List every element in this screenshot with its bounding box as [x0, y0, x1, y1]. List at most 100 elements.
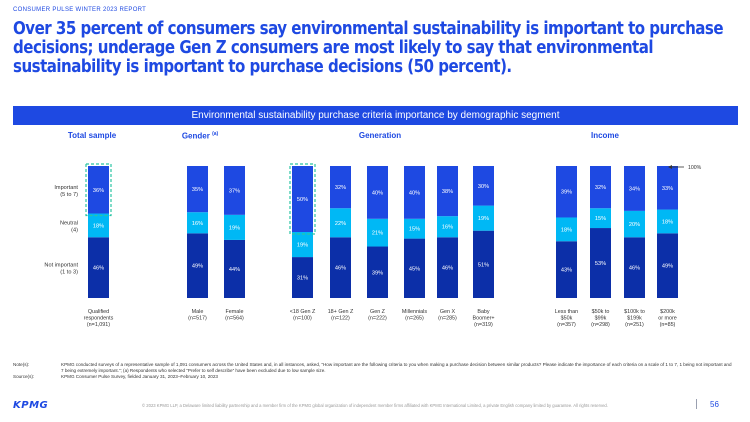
data-label-not-important: 46%	[442, 266, 453, 272]
category-label: $200k	[660, 309, 675, 315]
category-label: Male	[192, 309, 204, 315]
category-label: Female	[226, 309, 244, 315]
bar-not-important	[88, 237, 109, 298]
notes-section: Note(s): KPMG conducted surveys of a rep…	[13, 362, 733, 381]
bar-important	[437, 166, 458, 217]
data-label-important: 35%	[192, 187, 203, 193]
data-label-not-important: 49%	[662, 264, 673, 270]
category-label: 18+ Gen Z	[328, 309, 354, 315]
data-label-not-important: 31%	[297, 276, 308, 282]
data-label-important: 36%	[93, 188, 104, 194]
bar-neutral	[404, 218, 425, 239]
bar-important	[473, 166, 494, 206]
data-label-not-important: 39%	[372, 270, 383, 276]
category-label: (n=357)	[557, 322, 576, 328]
page-number: 56	[710, 400, 719, 409]
chart-banner: Environmental sustainability purchase cr…	[13, 106, 738, 125]
category-label: or more	[658, 316, 677, 322]
category-label: (n=1,091)	[87, 322, 110, 328]
source-text: KPMG Consumer Pulse Survey, fielded Janu…	[61, 374, 218, 380]
report-eyebrow: CONSUMER PULSE WINTER 2023 REPORT	[13, 7, 147, 13]
category-label: (n=100)	[293, 316, 312, 322]
category-label: Qualified	[88, 309, 109, 315]
data-label-neutral: 15%	[595, 216, 606, 222]
group-title-generation: Generation	[358, 131, 402, 140]
bar-not-important	[292, 257, 313, 298]
bar-not-important	[404, 238, 425, 298]
notes-text: KPMG conducted surveys of a representati…	[61, 362, 732, 374]
data-label-important: 32%	[335, 185, 346, 191]
category-label: <18 Gen Z	[290, 309, 316, 315]
row-labels: Important(5 to 7) Neutral(4) Not important…	[44, 185, 78, 276]
bar-important	[624, 166, 645, 211]
category-label: (n=222)	[368, 316, 387, 322]
category-label: respondents	[84, 316, 114, 322]
category-label: (n=298)	[591, 322, 610, 328]
kpmg-logo: KPMG	[13, 400, 49, 411]
category-label: $100k to	[624, 309, 645, 315]
stacked-bar-chart: Important(5 to 7) Neutral(4) Not important…	[44, 163, 702, 328]
bar-not-important	[590, 228, 611, 298]
category-label: (n=251)	[625, 322, 644, 328]
bar-important	[404, 166, 425, 219]
data-label-neutral: 19%	[229, 225, 240, 231]
data-label-not-important: 46%	[335, 266, 346, 272]
category-label: $50k to	[592, 309, 610, 315]
bar-important	[187, 166, 208, 213]
hundred-percent-marker: 100%	[668, 165, 702, 171]
data-label-important: 32%	[595, 185, 606, 191]
data-label-neutral: 19%	[297, 243, 308, 249]
bars: 46% 18% 36% 49% 16% 35% 44% 19% 37% 31% 19% 50% 46% 2…	[85, 163, 678, 298]
category-label: (n=564)	[225, 316, 244, 322]
bar-not-important	[187, 233, 208, 298]
bar-not-important	[367, 246, 388, 298]
bar-neutral	[556, 217, 577, 242]
data-label-important: 40%	[372, 190, 383, 196]
footer-copyright: © 2023 KPMG LLP, a Delaware limited liab…	[142, 403, 608, 408]
highlight-box	[289, 163, 316, 235]
bar-important	[367, 166, 388, 219]
data-label-not-important: 51%	[478, 262, 489, 268]
bar-important	[292, 166, 313, 232]
bar-important	[224, 166, 245, 215]
data-label-important: 37%	[229, 188, 240, 194]
data-label-not-important: 53%	[595, 261, 606, 267]
data-label-not-important: 43%	[561, 268, 572, 274]
group-title-gender: Gender (a)	[160, 131, 240, 141]
data-label-not-important: 46%	[93, 266, 104, 272]
data-label-neutral: 18%	[93, 223, 104, 229]
row-label: (5 to 7)	[60, 192, 78, 198]
bar-neutral	[624, 210, 645, 238]
data-label-neutral: 18%	[662, 219, 673, 225]
category-label: Gen X	[440, 309, 456, 315]
bar-neutral	[367, 218, 388, 247]
data-label-important: 30%	[478, 184, 489, 190]
bar-not-important	[437, 237, 458, 298]
group-title-income: Income	[590, 131, 619, 140]
category-label: Baby	[477, 309, 490, 315]
bar-important	[556, 166, 577, 218]
row-label: Neutral	[60, 220, 78, 226]
category-label: Millennials	[402, 309, 427, 315]
data-label-neutral: 18%	[561, 227, 572, 233]
bar-neutral	[590, 208, 611, 229]
bar-not-important	[657, 233, 678, 298]
notes-label: Note(s):	[13, 362, 30, 367]
group-title-gender-sup: (a)	[212, 131, 219, 137]
data-label-important: 38%	[442, 189, 453, 195]
data-label-not-important: 49%	[192, 264, 203, 270]
category-label: (n=85)	[660, 322, 676, 328]
category-label: Gen Z	[370, 309, 386, 315]
data-label-not-important: 44%	[229, 267, 240, 273]
bar-important	[590, 166, 611, 209]
source-label: Source(s):	[13, 374, 35, 380]
data-label-neutral: 16%	[442, 225, 453, 231]
data-label-neutral: 15%	[409, 227, 420, 233]
category-label: (n=122)	[331, 316, 350, 322]
bar-important	[88, 166, 109, 214]
row-label: (4)	[71, 227, 78, 233]
category-label: $199k	[627, 316, 642, 322]
page-separator	[696, 399, 697, 409]
category-label: (n=265)	[405, 316, 424, 322]
bar-not-important	[330, 237, 351, 298]
